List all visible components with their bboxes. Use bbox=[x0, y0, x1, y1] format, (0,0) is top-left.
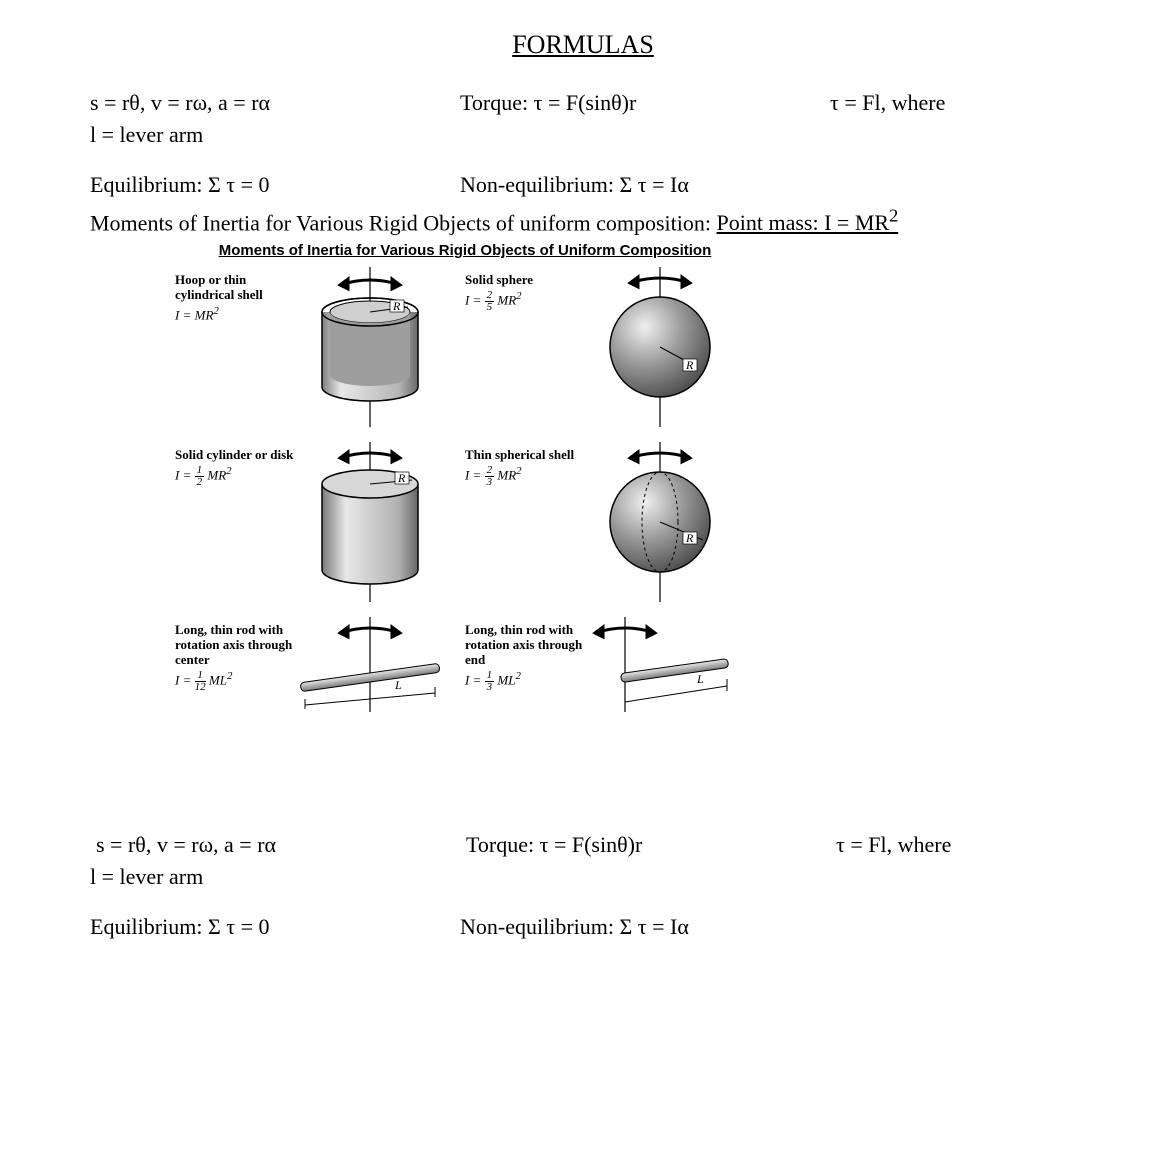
object-label: Hoop or thin cylindrical shell I = MR2 bbox=[175, 267, 295, 442]
formula-tau-fl-b: τ = Fl, where bbox=[836, 832, 1076, 858]
formula-row-equilibrium-b: Equilibrium: Σ τ = 0 Non-equilibrium: Σ … bbox=[90, 914, 1076, 940]
document-page: FORMULAS s = rθ, v = rω, a = rα Torque: … bbox=[0, 0, 1166, 1160]
shape-rod-center: L bbox=[295, 617, 445, 787]
svg-text:L: L bbox=[696, 672, 704, 686]
figure-cell-solid-sphere: Solid sphere I = 25 MR2 bbox=[465, 267, 755, 442]
formula-tau-fl: τ = Fl, where bbox=[830, 90, 1076, 116]
page-title: FORMULAS bbox=[90, 30, 1076, 60]
figure-cell-thin-shell: Thin spherical shell I = 23 MR2 bbox=[465, 442, 755, 617]
object-label: Long, thin rod with rotation axis throug… bbox=[465, 617, 585, 792]
shape-thin-shell: R bbox=[585, 442, 735, 612]
formula-equilibrium-b: Equilibrium: Σ τ = 0 bbox=[90, 914, 460, 940]
point-mass-label: Point mass: I = MR2 bbox=[717, 210, 899, 235]
formula-kinematics: s = rθ, v = rω, a = rα bbox=[90, 90, 460, 116]
figure-title: Moments of Inertia for Various Rigid Obj… bbox=[175, 242, 755, 259]
moments-intro: Moments of Inertia for Various Rigid Obj… bbox=[90, 206, 1076, 236]
moments-intro-text: Moments of Inertia for Various Rigid Obj… bbox=[90, 210, 717, 235]
svg-text:R: R bbox=[392, 299, 401, 313]
formula-row-kinematics: s = rθ, v = rω, a = rα Torque: τ = F(sin… bbox=[90, 90, 1076, 116]
object-label: Thin spherical shell I = 23 MR2 bbox=[465, 442, 585, 617]
formulas-block-top: s = rθ, v = rω, a = rα Torque: τ = F(sin… bbox=[90, 90, 1076, 198]
moments-figure: Moments of Inertia for Various Rigid Obj… bbox=[175, 242, 755, 792]
formula-lever-arm: l = lever arm bbox=[90, 122, 1076, 148]
svg-text:R: R bbox=[397, 471, 406, 485]
formula-nonequilibrium-b: Non-equilibrium: Σ τ = Iα bbox=[460, 914, 830, 940]
object-label: Solid sphere I = 25 MR2 bbox=[465, 267, 585, 442]
formula-torque: Torque: τ = F(sinθ)r bbox=[460, 90, 830, 116]
shape-rod-end: L bbox=[585, 617, 735, 787]
formulas-block-bottom: s = rθ, v = rω, a = rα Torque: τ = F(sin… bbox=[90, 832, 1076, 940]
object-label: Solid cylinder or disk I = 12 MR2 bbox=[175, 442, 295, 617]
svg-text:R: R bbox=[685, 531, 694, 545]
formula-row-equilibrium: Equilibrium: Σ τ = 0 Non-equilibrium: Σ … bbox=[90, 172, 1076, 198]
formula-kinematics-b: s = rθ, v = rω, a = rα bbox=[90, 832, 466, 858]
formula-equilibrium: Equilibrium: Σ τ = 0 bbox=[90, 172, 460, 198]
figure-cell-rod-center: Long, thin rod with rotation axis throug… bbox=[175, 617, 465, 792]
shape-solid-cylinder: R bbox=[295, 442, 445, 612]
figure-grid: Hoop or thin cylindrical shell I = MR2 bbox=[175, 267, 755, 792]
formula-lever-arm-b: l = lever arm bbox=[90, 864, 1076, 890]
figure-cell-solid-cylinder: Solid cylinder or disk I = 12 MR2 bbox=[175, 442, 465, 617]
formula-torque-b: Torque: τ = F(sinθ)r bbox=[466, 832, 836, 858]
formula-nonequilibrium: Non-equilibrium: Σ τ = Iα bbox=[460, 172, 830, 198]
svg-text:R: R bbox=[685, 358, 694, 372]
shape-solid-sphere: R bbox=[585, 267, 735, 437]
shape-hoop: R bbox=[295, 267, 445, 437]
object-label: Long, thin rod with rotation axis throug… bbox=[175, 617, 295, 792]
formula-row-kinematics-b: s = rθ, v = rω, a = rα Torque: τ = F(sin… bbox=[90, 832, 1076, 858]
svg-text:L: L bbox=[394, 678, 402, 692]
figure-cell-rod-end: Long, thin rod with rotation axis throug… bbox=[465, 617, 755, 792]
figure-cell-hoop: Hoop or thin cylindrical shell I = MR2 bbox=[175, 267, 465, 442]
